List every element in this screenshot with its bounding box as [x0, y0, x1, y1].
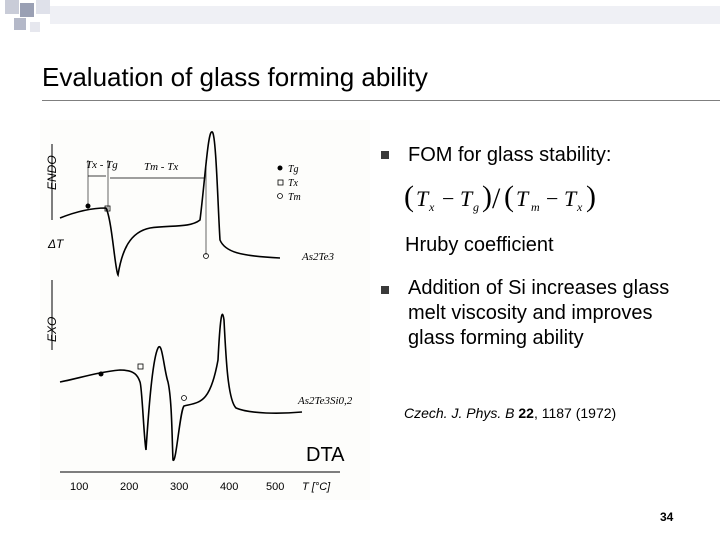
svg-text:−: −: [442, 186, 454, 211]
svg-text:x: x: [428, 200, 435, 214]
curve2-label: As2Te3Si0,2: [297, 395, 353, 407]
bullet-fom: FOM for glass stability:: [408, 144, 612, 166]
ann-tx-tg: Tx - Tg: [86, 159, 118, 171]
x-tick-100: 100: [70, 481, 88, 493]
citation: Czech. J. Phys. B 22, 1187 (1972): [404, 405, 616, 421]
y-label-dt: ΔT: [47, 237, 65, 251]
slide-title: Evaluation of glass forming ability: [42, 62, 428, 92]
svg-text:): ): [586, 180, 596, 213]
bullet-square-icon: [381, 286, 389, 294]
svg-text:m: m: [531, 200, 540, 214]
citation-volume: 22: [518, 405, 534, 421]
svg-text:T: T: [416, 186, 430, 211]
dta-figure: ENDO ΔT EXO Tx - Tg Tm - Tx Tg Tx Tm As2…: [40, 120, 370, 500]
svg-text:g: g: [473, 200, 479, 214]
curve-as2te3: [59, 131, 281, 278]
dta-label: DTA: [306, 444, 345, 466]
svg-text:(: (: [504, 180, 514, 213]
svg-text:T: T: [460, 186, 474, 211]
citation-journal: Czech. J. Phys. B: [404, 405, 515, 421]
svg-text:x: x: [576, 200, 583, 214]
x-tick-200: 200: [120, 481, 138, 493]
legend-tx: Tx: [288, 178, 299, 189]
legend-tm: Tm: [288, 192, 301, 203]
bullet-square-icon: [381, 151, 389, 159]
legend-tg: Tg: [288, 164, 299, 175]
x-unit: T [°C]: [302, 481, 331, 493]
svg-text:/: /: [492, 182, 501, 215]
svg-text:T: T: [564, 186, 578, 211]
svg-text:): ): [482, 180, 492, 213]
svg-text:−: −: [546, 186, 558, 211]
citation-rest: , 1187 (1972): [533, 405, 617, 421]
ann-tm-tx: Tm - Tx: [144, 161, 178, 173]
page-number: 34: [660, 510, 674, 524]
x-tick-500: 500: [266, 481, 284, 493]
title-rule: [42, 100, 720, 101]
curve-as2te3si: [59, 313, 303, 461]
hruby-label: Hruby coefficient: [405, 234, 554, 256]
x-tick-400: 400: [220, 481, 238, 493]
x-tick-300: 300: [170, 481, 188, 493]
svg-text:(: (: [404, 180, 414, 213]
svg-text:T: T: [516, 186, 530, 211]
bullet-si: Addition of Si increases glass melt visc…: [408, 277, 670, 349]
decorative-squares: [0, 0, 720, 40]
curve1-label: As2Te3: [301, 251, 334, 263]
